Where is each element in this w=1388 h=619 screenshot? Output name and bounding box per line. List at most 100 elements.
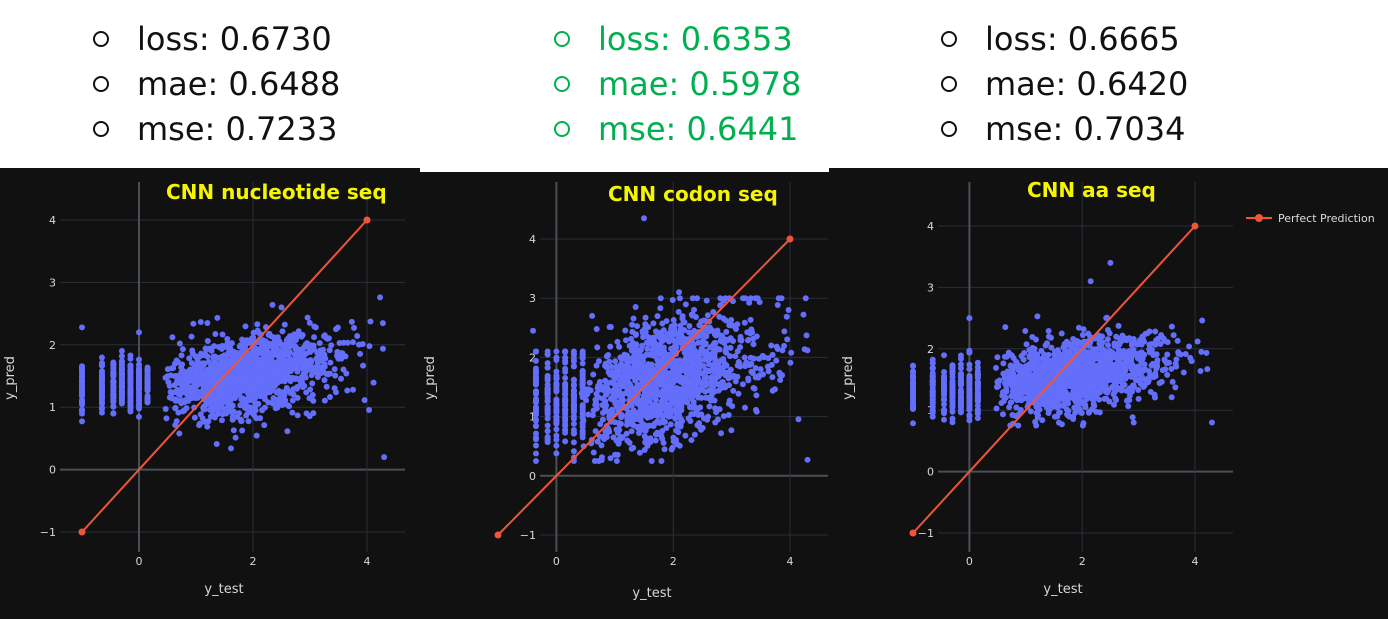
scatter-point bbox=[1119, 332, 1126, 339]
scatter-point bbox=[657, 295, 664, 302]
scatter-point bbox=[1030, 348, 1037, 355]
scatter-point bbox=[611, 419, 618, 426]
scatter-point bbox=[632, 304, 639, 311]
scatter-point bbox=[290, 386, 297, 393]
scatter-point bbox=[647, 439, 654, 446]
scatter-point bbox=[1197, 368, 1204, 375]
scatter-point bbox=[675, 308, 682, 315]
scatter-point bbox=[949, 415, 956, 422]
scatter-point bbox=[144, 368, 151, 375]
scatter-point bbox=[544, 406, 551, 413]
scatter-point bbox=[594, 344, 601, 351]
scatter-point bbox=[532, 399, 539, 406]
scatter-point bbox=[580, 417, 587, 424]
scatter-point bbox=[669, 374, 676, 381]
scatter-point bbox=[1079, 331, 1086, 338]
y-tick-label: 4 bbox=[927, 220, 934, 233]
scatter-point bbox=[136, 405, 142, 412]
scatter-point bbox=[308, 372, 315, 379]
scatter-point bbox=[1169, 378, 1176, 385]
scatter-point bbox=[570, 387, 577, 394]
scatter-point bbox=[756, 355, 763, 362]
scatter-point bbox=[710, 365, 717, 372]
scatter-point bbox=[331, 385, 338, 392]
scatter-point bbox=[1126, 335, 1133, 342]
scatter-point bbox=[136, 362, 142, 369]
scatter-point bbox=[579, 360, 586, 367]
scatter-point bbox=[1034, 313, 1041, 320]
scatter-point bbox=[590, 449, 597, 456]
scatter-point bbox=[941, 386, 948, 393]
scatter-point bbox=[1107, 367, 1114, 374]
scatter-point bbox=[941, 395, 948, 402]
scatter-point bbox=[562, 406, 569, 413]
scatter-point bbox=[641, 433, 648, 440]
metric-mse: mse: 0.7034 bbox=[941, 106, 1188, 151]
scatter-point bbox=[299, 373, 306, 380]
scatter-point bbox=[684, 399, 691, 406]
scatter-point bbox=[275, 371, 282, 378]
bullet-icon bbox=[554, 75, 570, 92]
perfect-prediction-line bbox=[81, 219, 368, 533]
scatter-point bbox=[667, 383, 674, 390]
scatter-point bbox=[949, 394, 956, 401]
scatter-point bbox=[607, 411, 614, 418]
scatter-point bbox=[286, 349, 293, 356]
scatter-point bbox=[638, 376, 645, 383]
scatter-point bbox=[192, 361, 199, 368]
scatter-point bbox=[603, 383, 610, 390]
scatter-point bbox=[175, 391, 182, 398]
y-tick-label: 3 bbox=[49, 276, 56, 289]
scatter-point bbox=[949, 390, 956, 397]
bullet-icon bbox=[93, 75, 109, 92]
scatter-point bbox=[354, 332, 361, 339]
scatter-point bbox=[682, 350, 689, 357]
scatter-point bbox=[1089, 349, 1096, 356]
scatter-point bbox=[720, 413, 727, 420]
scatter-point bbox=[929, 376, 936, 383]
scatter-point bbox=[299, 332, 306, 339]
scatter-point bbox=[1058, 330, 1065, 337]
scatter-point bbox=[966, 395, 973, 402]
scatter-point bbox=[957, 370, 964, 377]
scatter-point bbox=[257, 415, 264, 422]
scatter-point bbox=[118, 378, 125, 385]
scatter-point bbox=[224, 336, 231, 343]
scatter-point bbox=[349, 339, 356, 346]
scatter-point bbox=[553, 432, 560, 439]
scatter-point bbox=[283, 366, 290, 373]
scatter-point bbox=[706, 403, 713, 410]
scatter-point bbox=[311, 323, 318, 330]
scatter-point bbox=[188, 333, 195, 340]
scatter-point bbox=[929, 413, 936, 420]
scatter-point bbox=[629, 339, 636, 346]
scatter-point bbox=[669, 394, 676, 401]
scatter-point bbox=[544, 422, 551, 429]
scatter-point bbox=[1104, 358, 1111, 365]
scatter-point bbox=[270, 345, 277, 352]
scatter-point bbox=[334, 324, 341, 331]
scatter-point bbox=[661, 446, 668, 453]
scatter-point bbox=[136, 329, 142, 336]
legend[interactable]: Perfect Prediction bbox=[1246, 211, 1375, 225]
scatter-point bbox=[238, 418, 245, 425]
scatter-point bbox=[1162, 366, 1169, 373]
scatter-point bbox=[118, 399, 125, 406]
scatter-point bbox=[144, 394, 151, 401]
scatter-point bbox=[530, 327, 537, 334]
scatter-point bbox=[642, 387, 649, 394]
scatter-point bbox=[570, 415, 577, 422]
scatter-point bbox=[1072, 398, 1079, 405]
scatter-point bbox=[258, 373, 265, 380]
scatter-point bbox=[261, 392, 268, 399]
scatter-point bbox=[717, 295, 724, 302]
scatter-point bbox=[1001, 374, 1008, 381]
scatter-point bbox=[79, 324, 85, 331]
scatter-point bbox=[202, 401, 209, 408]
scatter-point bbox=[244, 387, 251, 394]
metric-loss-text: loss: 0.6665 bbox=[985, 19, 1180, 58]
scatter-point bbox=[995, 383, 1002, 390]
scatter-point bbox=[732, 353, 739, 360]
x-axis-label: y_test bbox=[204, 582, 243, 597]
scatter-point bbox=[1152, 328, 1159, 335]
